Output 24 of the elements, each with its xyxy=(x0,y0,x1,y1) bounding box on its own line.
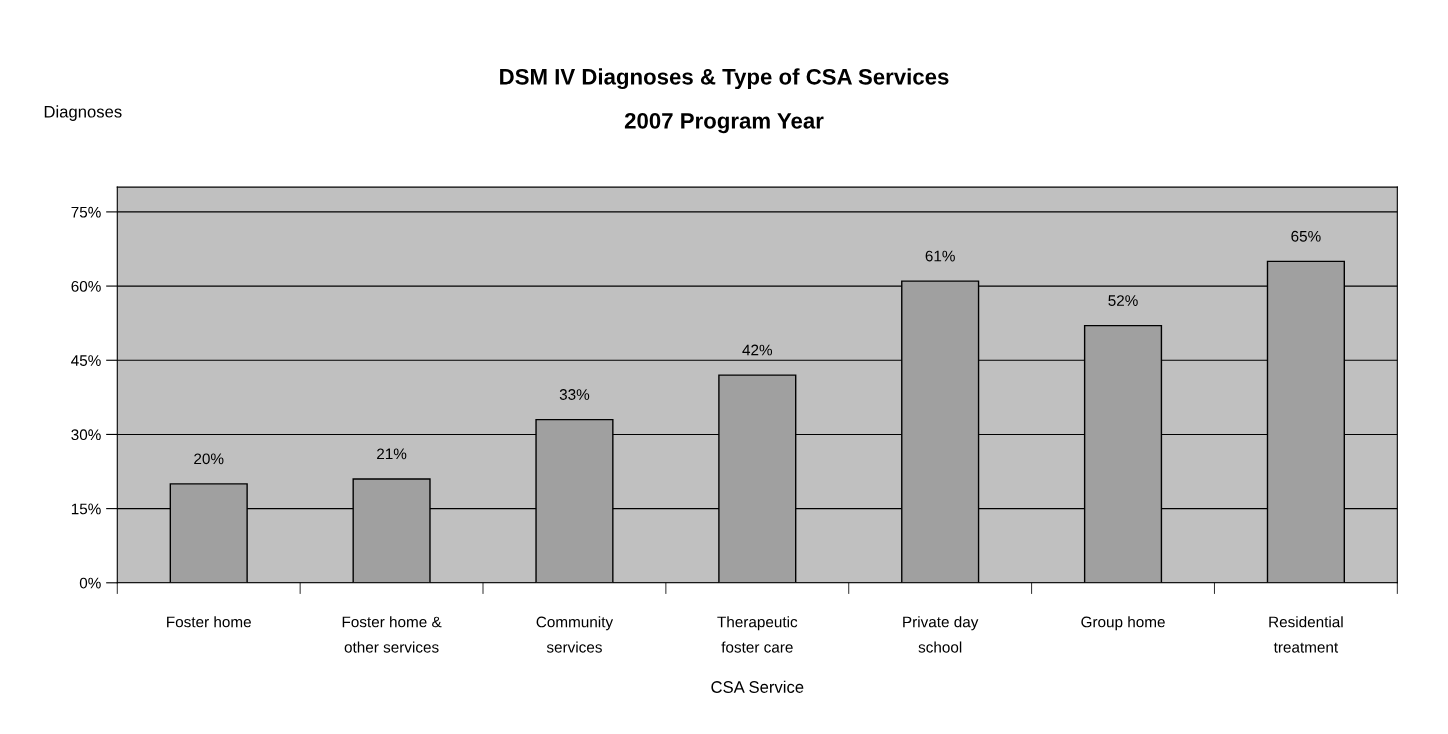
x-tick-label: Foster home xyxy=(167,616,251,628)
data-label: 52% xyxy=(1108,295,1138,306)
chart-subtitle: 2007 Program Year xyxy=(624,112,824,134)
chart-title: DSM IV Diagnoses & Type of CSA Services xyxy=(500,68,949,90)
data-label: 33% xyxy=(559,389,590,400)
x-tick-label: Group home xyxy=(1081,616,1165,631)
data-label: 65% xyxy=(1291,230,1321,242)
x-tick-label: Therapeutic foster care xyxy=(717,616,798,653)
y-tick-label: 45% xyxy=(71,355,101,366)
data-label: 21% xyxy=(377,448,407,460)
data-label: 20% xyxy=(194,453,224,465)
x-tick-label: Private day school xyxy=(903,616,979,653)
x-tick-label: Residential treatment xyxy=(1269,616,1343,653)
y-tick-label: 30% xyxy=(71,429,101,441)
data-label: 42% xyxy=(742,344,773,356)
y-tick-label: 60% xyxy=(71,280,101,292)
y-tick-label: 15% xyxy=(71,503,101,515)
y-tick-label: 0% xyxy=(79,577,101,589)
data-label: 61% xyxy=(925,250,955,262)
x-tick-label: Foster home & other services xyxy=(342,616,442,653)
y-axis-title: Diagnoses xyxy=(44,105,122,121)
y-tick-label: 75% xyxy=(71,206,101,218)
x-axis-title: CSA Service xyxy=(711,680,804,693)
x-tick-label: Community services xyxy=(536,616,614,653)
